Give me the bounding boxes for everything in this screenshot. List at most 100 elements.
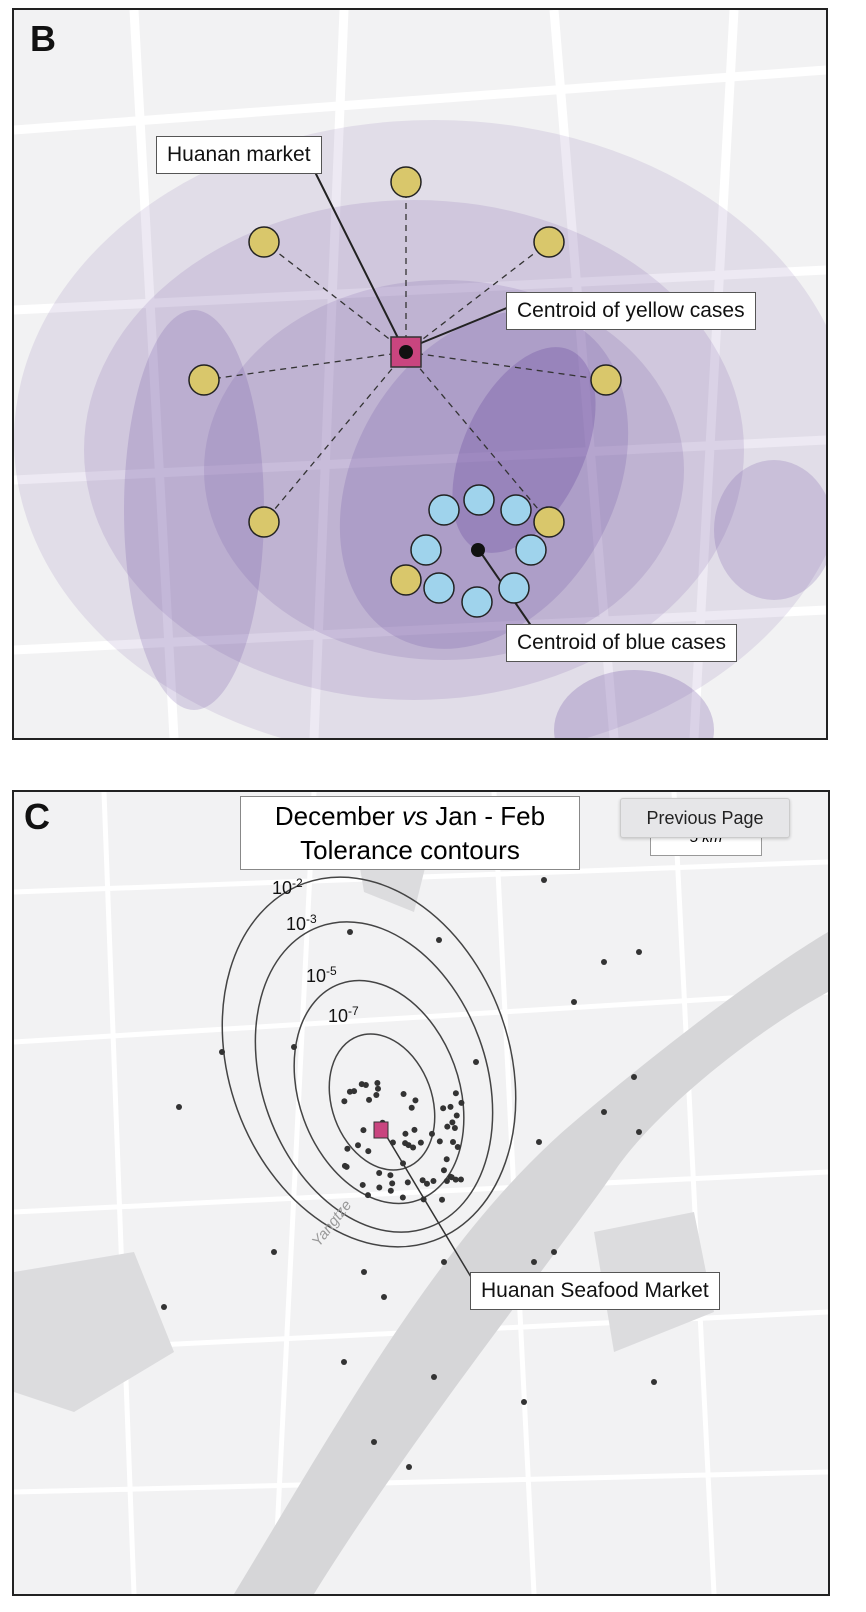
market-marker — [373, 1121, 389, 1139]
case-point — [347, 929, 353, 935]
case-point — [440, 1167, 447, 1174]
case-point — [420, 1196, 427, 1203]
chart-title: December vs Jan - Feb Tolerance contours — [240, 796, 580, 870]
case-point — [376, 1169, 383, 1176]
blue-centroid-label: Centroid of blue cases — [506, 624, 737, 662]
case-point — [631, 1074, 637, 1080]
case-point — [412, 1097, 419, 1104]
yellow-cases — [188, 166, 622, 596]
case-point — [400, 1160, 407, 1167]
case-point — [541, 877, 547, 883]
case-point — [551, 1249, 557, 1255]
case-point — [417, 1139, 424, 1146]
case-point — [404, 1179, 411, 1186]
case-point — [389, 1180, 396, 1187]
case-point — [440, 1105, 447, 1112]
panel-c-map: C December vs Jan - Feb Tolerance contou… — [12, 790, 830, 1596]
case-point — [387, 1187, 394, 1194]
case-point — [176, 1104, 182, 1110]
case-point — [443, 1177, 450, 1184]
contour-label: 10-5 — [306, 964, 337, 986]
case-point — [381, 1294, 387, 1300]
case-point — [601, 1109, 607, 1115]
case-point — [521, 1399, 527, 1405]
seafood-market-label: Huanan Seafood Market — [470, 1272, 720, 1310]
blue-centroid — [471, 543, 485, 557]
case-point — [366, 1096, 373, 1103]
case-point — [410, 1144, 417, 1151]
case-point — [448, 1174, 455, 1181]
case-point — [430, 1177, 437, 1184]
case-point — [399, 1194, 406, 1201]
panel-letter: C — [24, 796, 50, 837]
case-point — [344, 1145, 351, 1152]
case-point — [373, 1091, 380, 1098]
case-point — [636, 949, 642, 955]
case-point — [359, 1181, 366, 1188]
case-point — [431, 1374, 437, 1380]
huanan-market-label: Huanan market — [156, 136, 322, 174]
case-point — [341, 1359, 347, 1365]
title-part: December — [274, 801, 403, 831]
case-point — [360, 1127, 367, 1134]
case-links — [203, 182, 607, 523]
yangtze-river — [234, 932, 828, 1594]
case-point — [651, 1379, 657, 1385]
panel-b-map: B Huanan market Centroid of yellow cases… — [12, 8, 828, 740]
case-point — [601, 959, 607, 965]
case-point — [571, 999, 577, 1005]
case-point — [636, 1129, 642, 1135]
yellow-centroid — [399, 345, 413, 359]
case-point — [411, 1126, 418, 1133]
case-points — [161, 877, 657, 1470]
case-point — [439, 1196, 446, 1203]
case-point — [458, 1099, 465, 1106]
case-point — [473, 1059, 479, 1065]
case-point — [361, 1269, 367, 1275]
case-point — [457, 1176, 464, 1183]
case-point — [376, 1184, 383, 1191]
case-point — [451, 1124, 458, 1131]
case-point — [449, 1138, 456, 1145]
case-point — [408, 1104, 415, 1111]
contour-label: 10-3 — [286, 912, 317, 934]
case-point — [447, 1103, 454, 1110]
panel-c-graphic — [14, 792, 828, 1594]
case-point — [291, 1044, 297, 1050]
case-point — [428, 1130, 435, 1137]
case-point — [400, 1091, 407, 1098]
case-point — [444, 1123, 451, 1130]
case-point — [452, 1090, 459, 1097]
case-point — [441, 1259, 447, 1265]
case-point — [453, 1112, 460, 1119]
case-point — [443, 1156, 450, 1163]
case-point — [423, 1180, 430, 1187]
previous-page-button[interactable]: Previous Page — [620, 798, 790, 838]
case-point — [536, 1139, 542, 1145]
case-point — [341, 1162, 348, 1169]
case-point — [355, 1142, 362, 1149]
yellow-centroid-label: Centroid of yellow cases — [506, 292, 756, 330]
case-point — [371, 1439, 377, 1445]
contour-label: 10-2 — [272, 876, 303, 898]
case-point — [449, 1119, 456, 1126]
case-point — [387, 1172, 394, 1179]
contour-label: 10-7 — [328, 1004, 359, 1026]
case-point — [389, 1139, 396, 1146]
case-point — [161, 1304, 167, 1310]
case-point — [436, 1138, 443, 1145]
case-point — [341, 1098, 348, 1105]
case-point — [271, 1249, 277, 1255]
case-point — [365, 1148, 372, 1155]
case-point — [374, 1080, 381, 1087]
case-point — [454, 1144, 461, 1151]
road-network — [14, 10, 826, 738]
case-point — [346, 1088, 353, 1095]
title-vs: vs — [402, 801, 429, 831]
case-point — [419, 1177, 426, 1184]
case-point — [402, 1130, 409, 1137]
case-point — [362, 1082, 369, 1089]
case-point — [364, 1192, 371, 1199]
title-part: Jan - Feb — [428, 801, 546, 831]
case-point — [374, 1085, 381, 1092]
